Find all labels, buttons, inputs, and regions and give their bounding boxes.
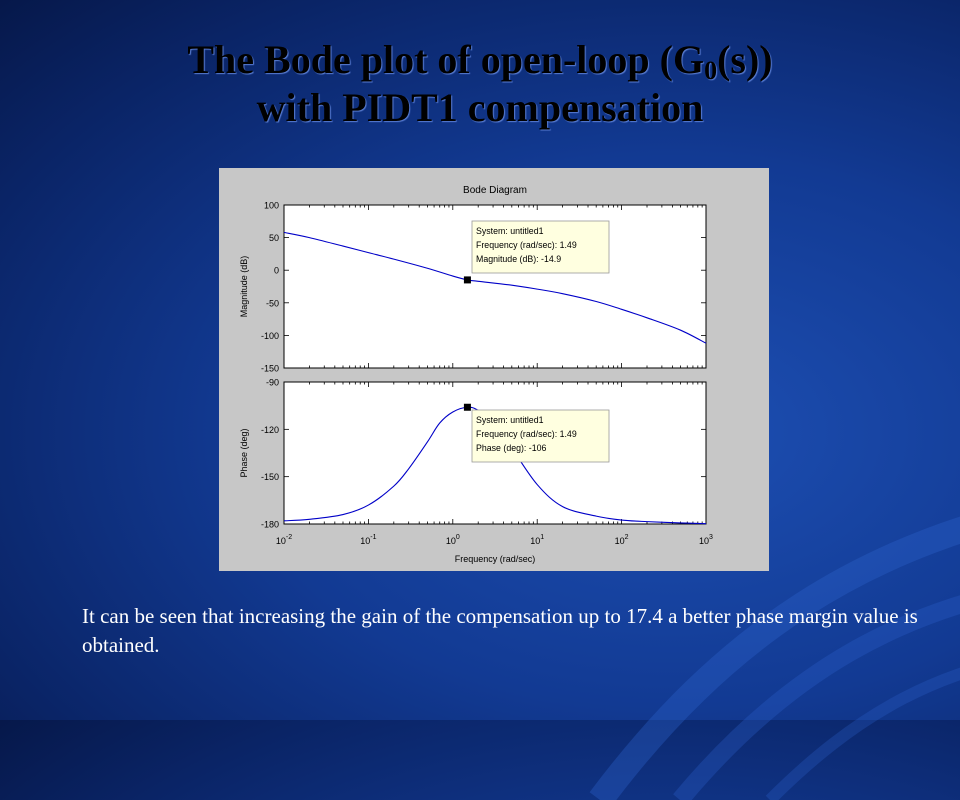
- mag-datatip-box: [471, 220, 610, 274]
- phase-y-tick-label: -150: [261, 472, 279, 482]
- title-line-2: with PIDT1 compensation: [256, 85, 704, 130]
- mag-y-axis-label: Magnitude (dB): [239, 256, 249, 318]
- x-tick-label: 10-2: [276, 534, 292, 546]
- x-tick-label: 102: [615, 534, 629, 546]
- phase-y-tick-label: -120: [261, 425, 279, 435]
- mag-y-tick-label: 50: [269, 233, 279, 243]
- mag-datatip-marker: [463, 276, 471, 284]
- mag-y-tick-label: 0: [274, 266, 279, 276]
- mag-datatip-line: System: untitled1: [476, 226, 544, 236]
- mag-y-tick-label: 100: [264, 201, 279, 211]
- caption-text: It can be seen that increasing the gain …: [82, 604, 918, 657]
- mag-series-line: [283, 231, 707, 344]
- mag-y-tick-label: -50: [266, 298, 279, 308]
- mag-datatip-line: Magnitude (dB): -14.9: [476, 254, 561, 264]
- phase-y-tick-label: -90: [266, 378, 279, 388]
- x-axis-label: Frequency (rad/sec): [455, 554, 536, 564]
- phase-series-line: [283, 406, 707, 525]
- mag-y-tick-label: -150: [261, 364, 279, 374]
- phase-y-tick-label: -180: [261, 520, 279, 530]
- x-tick-label: 100: [446, 534, 460, 546]
- phase-datatip-marker: [463, 403, 471, 411]
- chart-title: Bode Diagram: [463, 185, 527, 196]
- title-line-1: The Bode plot of open-loop (G0(s)): [187, 37, 773, 85]
- phase-datatip-line: Frequency (rad/sec): 1.49: [476, 429, 577, 439]
- bode-figure: Bode Diagram 100 50 0 -50 -100 -150 Magnitude (…: [219, 168, 769, 571]
- x-tick-label: 101: [530, 534, 544, 546]
- phase-datatip-line: Phase (deg): -106: [476, 443, 547, 453]
- mag-datatip-line: Frequency (rad/sec): 1.49: [476, 240, 577, 250]
- bode-plot: Bode Diagram 100 50 0 -50 -100 -150 Magnitude (…: [239, 185, 713, 564]
- slide-title: The Bode plot of open-loop (G0(s)) with …: [0, 36, 960, 132]
- mag-y-tick-label: -100: [261, 331, 279, 341]
- x-tick-label: 10-1: [360, 534, 376, 546]
- phase-y-axis-label: Phase (deg): [239, 428, 249, 477]
- x-tick-label: 103: [699, 534, 713, 546]
- phase-datatip-line: System: untitled1: [476, 415, 544, 425]
- phase-datatip-box: [471, 409, 610, 463]
